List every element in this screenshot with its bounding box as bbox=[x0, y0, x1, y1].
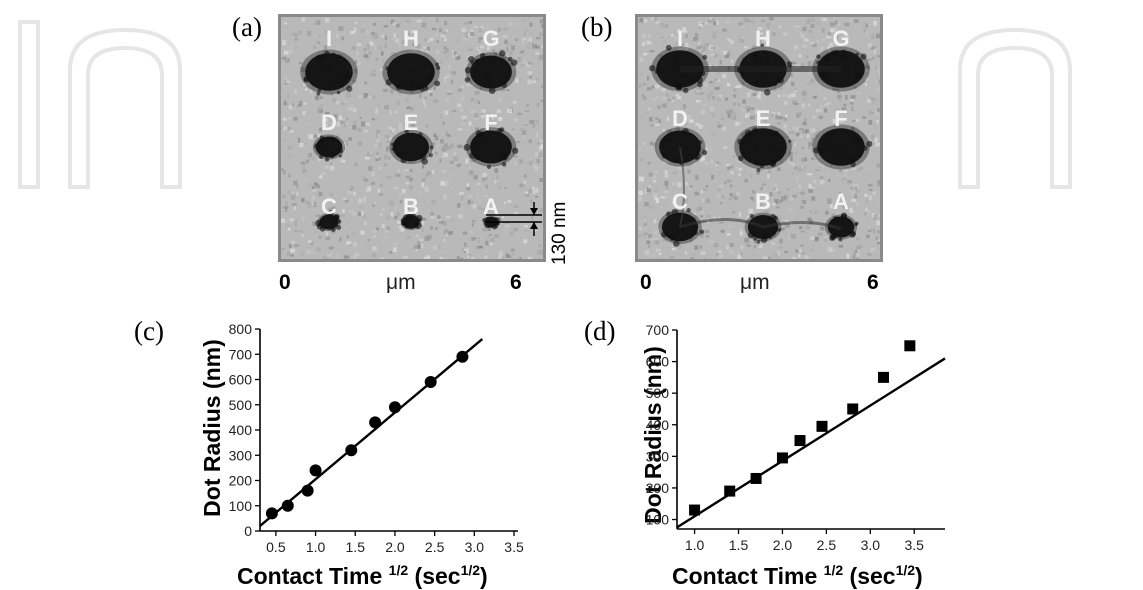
chart-d-data-point bbox=[816, 421, 827, 432]
chart-d-x-label-close: ) bbox=[915, 563, 923, 589]
chart-d-x-axis-label: Contact Time 1/2 (sec1/2) bbox=[672, 562, 923, 590]
chart-d-data-point bbox=[878, 372, 889, 383]
chart-d-x-tick-label: 2.5 bbox=[817, 537, 837, 553]
chart-d-data-point bbox=[904, 340, 915, 351]
chart-d-x-label-main: Contact Time bbox=[672, 563, 817, 589]
chart-d-data-point bbox=[847, 403, 858, 414]
chart-d-x-label-sup: 1/2 bbox=[824, 562, 843, 578]
chart-d-data-point bbox=[751, 473, 762, 484]
chart-d-x-tick-label: 3.5 bbox=[905, 537, 925, 553]
chart-d-y-tick-label: 700 bbox=[646, 322, 670, 338]
chart-d-fit-line bbox=[677, 358, 945, 527]
chart-d-y-tick-label: 100 bbox=[646, 512, 670, 528]
chart-d-x-tick-label: 3.0 bbox=[861, 537, 881, 553]
chart-d-y-tick-label: 400 bbox=[646, 417, 670, 433]
chart-d-y-tick-label: 300 bbox=[646, 448, 670, 464]
chart-d-data-point bbox=[689, 505, 700, 516]
chart-d-x-tick-label: 1.5 bbox=[729, 537, 749, 553]
chart-d-y-tick-label: 600 bbox=[646, 354, 670, 370]
chart-d-x-tick-label: 1.0 bbox=[685, 537, 705, 553]
chart-d-data-point bbox=[724, 486, 735, 497]
chart-d-data-point bbox=[777, 452, 788, 463]
chart-d-y-tick-label: 200 bbox=[646, 480, 670, 496]
chart-d-x-label-unit: (sec bbox=[850, 563, 896, 589]
chart-d-data-point bbox=[795, 435, 806, 446]
chart-d-x-label-unit-sup: 1/2 bbox=[896, 562, 915, 578]
chart-d-y-tick-label: 500 bbox=[646, 385, 670, 401]
chart-d-x-tick-label: 2.0 bbox=[773, 537, 793, 553]
